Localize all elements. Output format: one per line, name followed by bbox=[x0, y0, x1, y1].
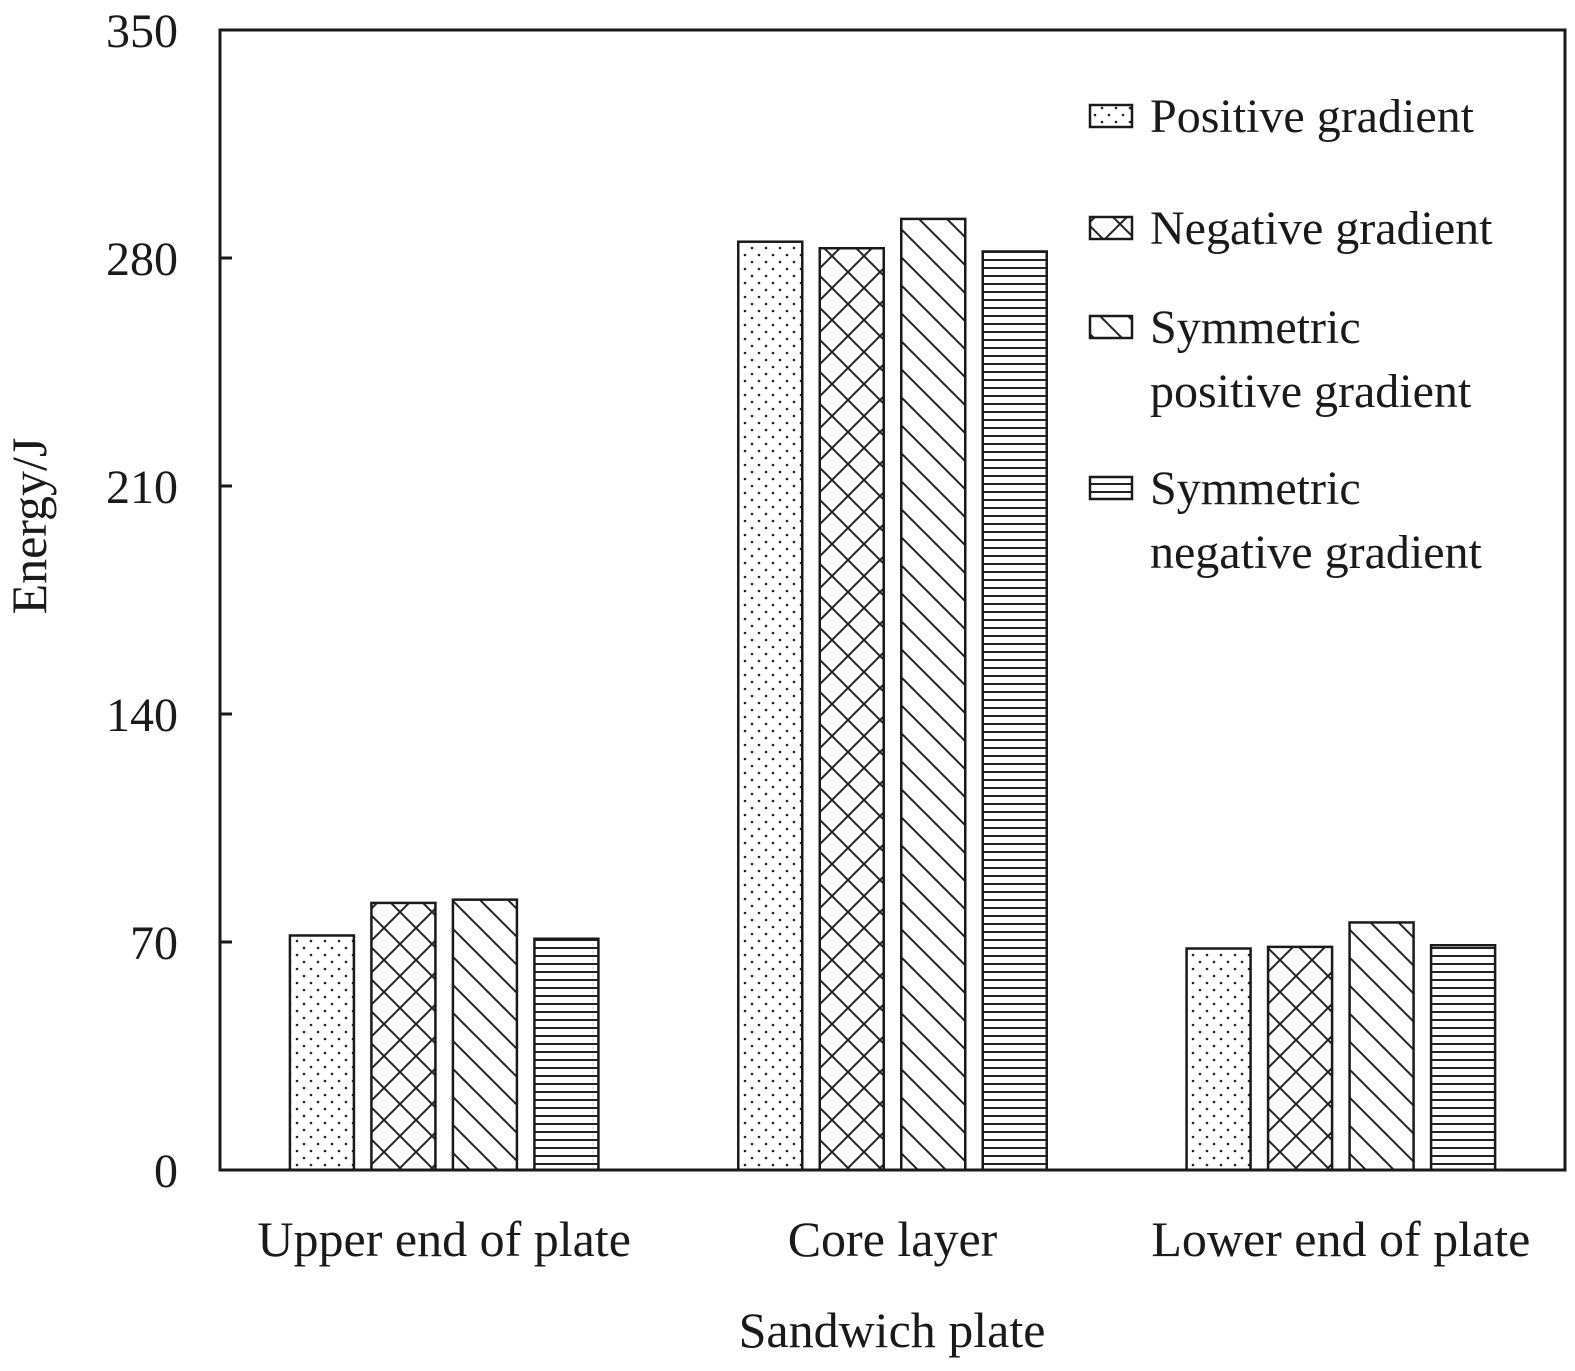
legend-swatch-dots bbox=[1088, 103, 1134, 129]
bar-horizontal-1 bbox=[981, 250, 1048, 1172]
bar-dots-0 bbox=[288, 934, 356, 1172]
x-category-label: Upper end of plate bbox=[257, 1211, 630, 1267]
y-axis-title: Energy/J bbox=[1, 438, 57, 615]
legend-swatch-diagonal bbox=[1088, 314, 1134, 340]
bars-layer bbox=[288, 217, 1497, 1172]
bar-diagonal-1 bbox=[900, 217, 967, 1172]
x-axis-categories: Upper end of plate Core layer Lower end of… bbox=[257, 1211, 1530, 1267]
y-tick-label: 280 bbox=[106, 233, 178, 286]
bar-horizontal-0 bbox=[533, 937, 600, 1172]
bar-diagonal-2 bbox=[1348, 921, 1415, 1172]
plot-border bbox=[218, 28, 1567, 1172]
plot-frame bbox=[218, 28, 1567, 1172]
legend: Positive gradient Negative gradient Symmet… bbox=[1088, 90, 1493, 579]
y-tick-label: 140 bbox=[106, 689, 178, 742]
legend-swatch-horizontal bbox=[1088, 475, 1134, 501]
y-tick-label: 210 bbox=[106, 461, 178, 514]
bar-diagonal-0 bbox=[451, 898, 519, 1172]
y-tick-label: 0 bbox=[154, 1145, 178, 1198]
y-axis-ticks: 0 70 140 210 280 350 bbox=[106, 5, 232, 1198]
legend-label: Positive gradient bbox=[1150, 90, 1475, 143]
bar-horizontal-2 bbox=[1429, 944, 1497, 1172]
x-category-label: Core layer bbox=[788, 1211, 998, 1267]
legend-label: Symmetric bbox=[1150, 301, 1361, 354]
legend-swatch-crosshatch bbox=[1088, 215, 1134, 241]
bar-dots-1 bbox=[737, 240, 804, 1172]
x-category-label: Lower end of plate bbox=[1151, 1211, 1530, 1267]
x-axis-title: Sandwich plate bbox=[739, 1302, 1046, 1358]
bar-crosshatch-2 bbox=[1266, 945, 1334, 1172]
bar-crosshatch-1 bbox=[818, 246, 885, 1172]
y-tick-label: 350 bbox=[106, 5, 178, 58]
bar-dots-2 bbox=[1185, 947, 1252, 1172]
legend-label: positive gradient bbox=[1150, 365, 1472, 418]
legend-label: negative gradient bbox=[1150, 526, 1483, 579]
y-tick-label: 70 bbox=[130, 917, 178, 970]
legend-label: Negative gradient bbox=[1150, 202, 1493, 255]
bar-crosshatch-0 bbox=[370, 901, 437, 1172]
legend-label: Symmetric bbox=[1150, 462, 1361, 515]
